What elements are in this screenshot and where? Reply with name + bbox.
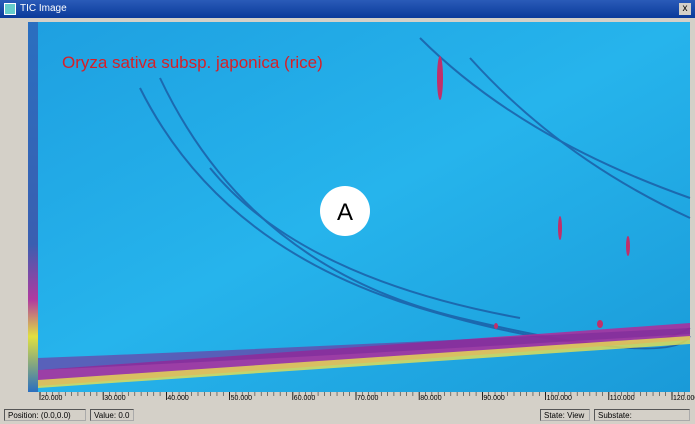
- x-tick-label: 120.000: [673, 395, 695, 402]
- x-tick-label: 90.000: [483, 395, 505, 402]
- x-tick-label: 20.000: [41, 395, 63, 402]
- status-state: State: View: [540, 409, 590, 421]
- x-tick-label: 100.000: [547, 395, 572, 402]
- x-tick-label: 110.000: [610, 395, 635, 402]
- x-tick-label: 40.000: [167, 395, 189, 402]
- window: TIC Image x: [0, 0, 695, 424]
- status-position: Position: (0.0,0.0): [4, 409, 86, 421]
- x-tick-label: 70.000: [357, 395, 379, 402]
- x-tick-label: 30.000: [104, 395, 126, 402]
- status-substate: Substate:: [594, 409, 690, 421]
- species-label: Oryza sativa subsp. japonica (rice): [62, 53, 323, 72]
- panel-label: A: [337, 199, 353, 226]
- title-bar: TIC Image x: [0, 0, 695, 18]
- x-tick-label: 60.000: [294, 395, 316, 402]
- window-icon: [4, 3, 16, 15]
- x-tick-label: 80.000: [420, 395, 442, 402]
- status-value: Value: 0.0: [90, 409, 134, 421]
- tic-image: Oryza sativa subsp. japonica (rice) A 20…: [0, 18, 695, 406]
- x-tick-label: 50.000: [231, 395, 253, 402]
- close-button[interactable]: x: [679, 3, 691, 15]
- window-title: TIC Image: [20, 0, 67, 18]
- left-band: [28, 22, 38, 392]
- status-bar: Position: (0.0,0.0) Value: 0.0 State: Vi…: [0, 406, 695, 424]
- y-axis-ruler: [10, 22, 28, 392]
